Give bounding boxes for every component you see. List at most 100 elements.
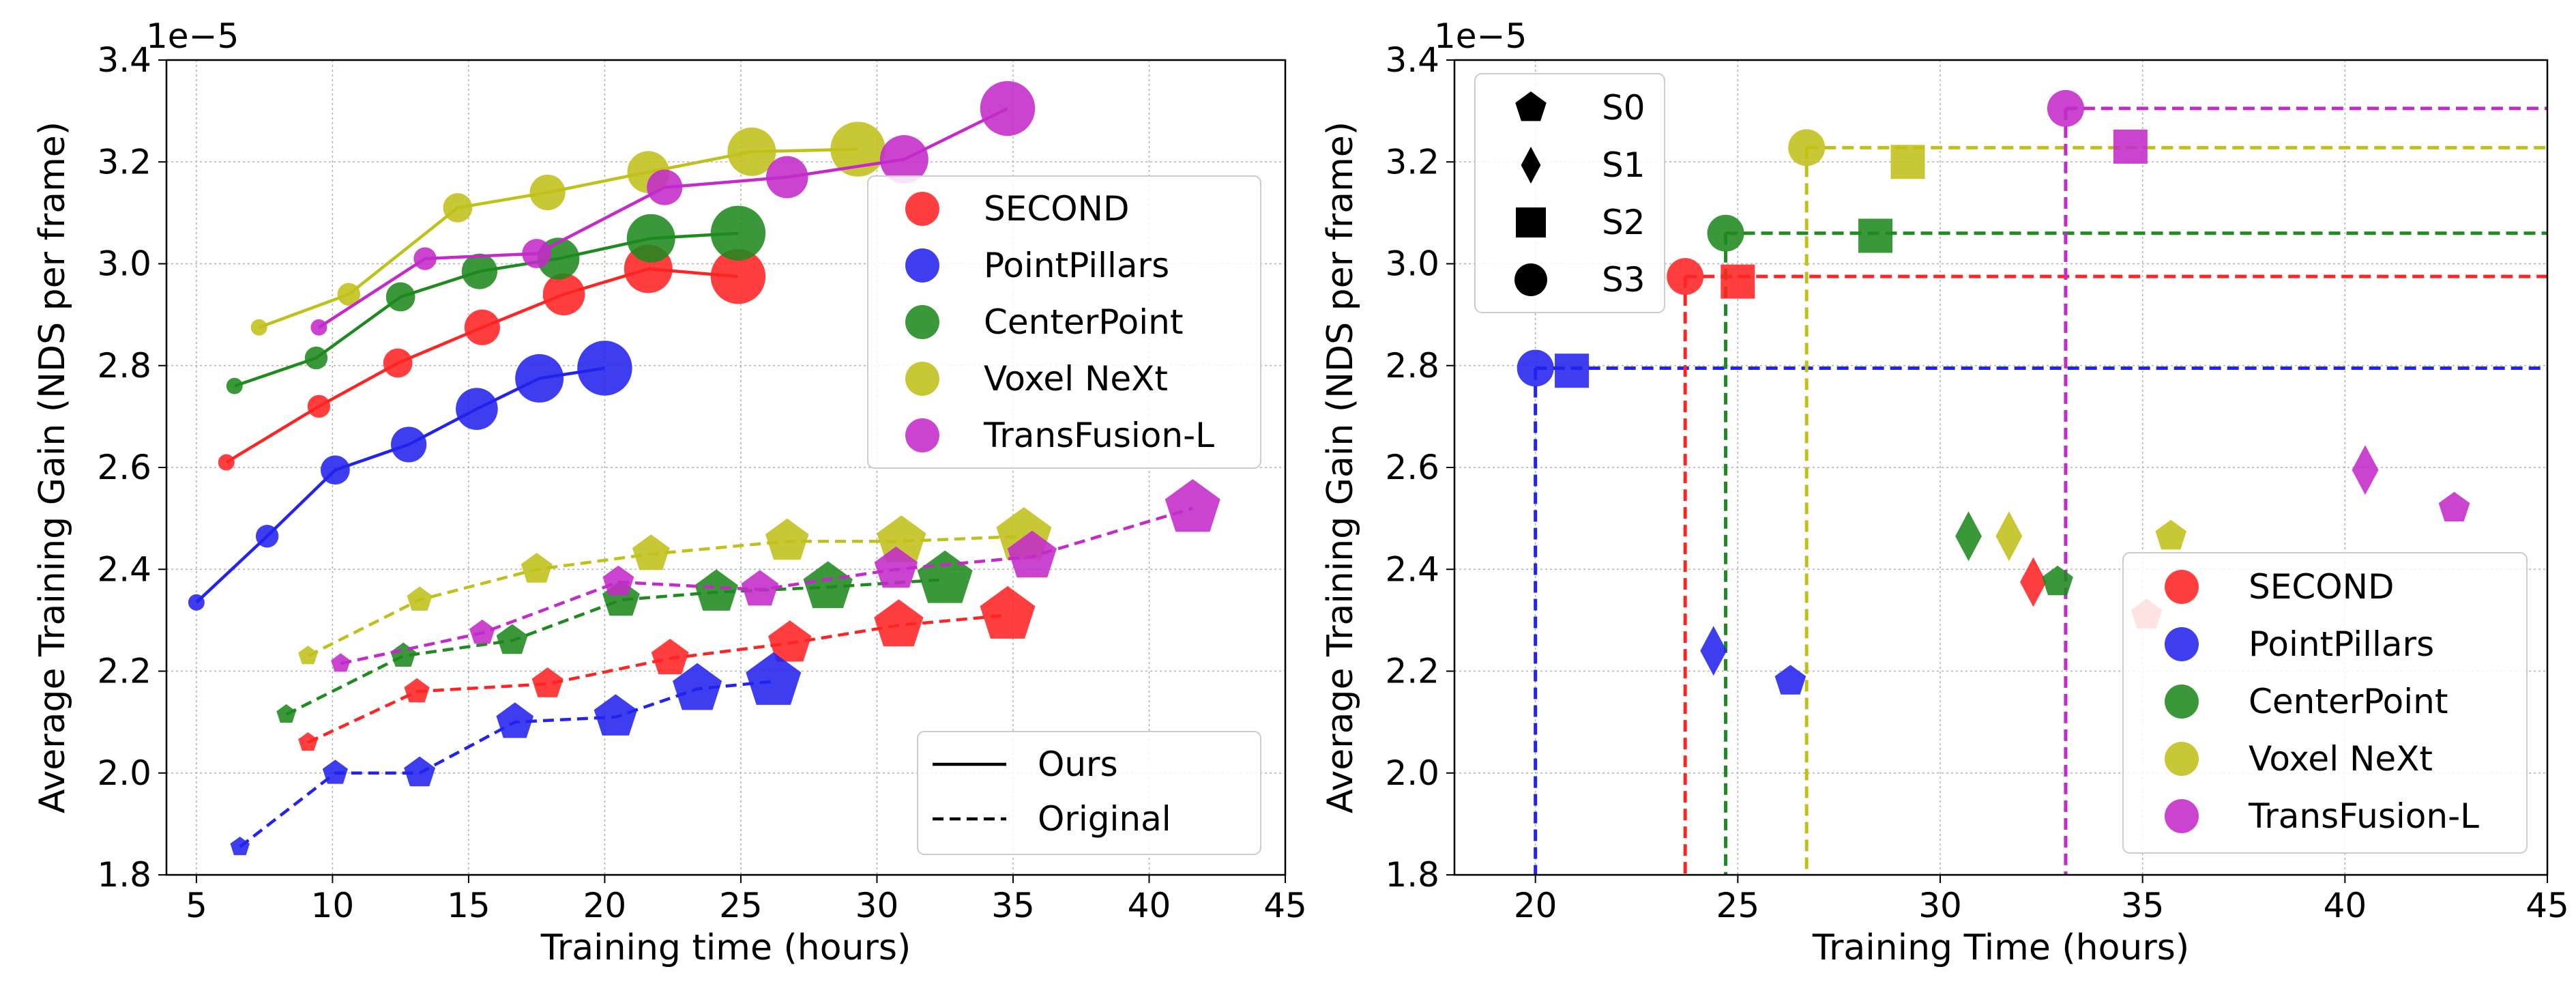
data-point bbox=[647, 169, 683, 205]
plot-frame bbox=[165, 59, 1287, 876]
data-point bbox=[2113, 129, 2148, 164]
data-point bbox=[803, 561, 853, 609]
data-point bbox=[298, 732, 318, 751]
data-point bbox=[1517, 349, 1554, 387]
data-point bbox=[632, 534, 670, 571]
legend-label: S2 bbox=[1602, 203, 1645, 242]
series-ours-centerpoint bbox=[226, 205, 766, 394]
data-point bbox=[320, 455, 350, 485]
data-point bbox=[594, 694, 638, 736]
data-point bbox=[298, 646, 318, 665]
data-point bbox=[276, 704, 296, 723]
x-tick-label: 20 bbox=[1514, 886, 1557, 925]
y-tick-label: 2.4 bbox=[1385, 549, 1439, 589]
data-point bbox=[188, 594, 205, 611]
data-point bbox=[230, 837, 250, 856]
x-tick-label: 30 bbox=[855, 886, 899, 925]
data-point bbox=[879, 135, 928, 184]
data-point bbox=[218, 454, 235, 471]
data-point bbox=[1890, 145, 1925, 179]
data-point bbox=[2047, 89, 2084, 127]
legend-marker bbox=[2165, 627, 2199, 661]
data-point bbox=[521, 553, 553, 583]
series-ours-pointpillars bbox=[188, 341, 632, 611]
y-tick-label: 2.8 bbox=[97, 346, 151, 386]
series-original-pointpillars bbox=[230, 652, 802, 856]
legend-models bbox=[2122, 552, 2528, 854]
legend-marker bbox=[2165, 799, 2199, 833]
data-point bbox=[765, 156, 808, 199]
data-point bbox=[310, 319, 327, 336]
data-point bbox=[1667, 258, 1704, 295]
legend-marker bbox=[1521, 147, 1541, 184]
x-tick-label: 10 bbox=[311, 886, 355, 925]
legend-label: S1 bbox=[1602, 145, 1645, 185]
legend-label: CenterPoint bbox=[2249, 682, 2448, 721]
legend-styles bbox=[917, 731, 1261, 855]
y-tick-label: 2.2 bbox=[1385, 652, 1439, 691]
data-point bbox=[331, 653, 351, 672]
data-point bbox=[768, 620, 812, 662]
data-point bbox=[577, 341, 632, 396]
y-tick-label: 1.8 bbox=[1385, 855, 1439, 895]
data-point bbox=[307, 394, 331, 418]
data-point bbox=[1721, 264, 1755, 299]
series-ours-transfusion-l bbox=[310, 81, 1036, 336]
data-point bbox=[710, 205, 766, 261]
y-tick-label: 2.2 bbox=[97, 652, 151, 691]
data-point bbox=[626, 214, 675, 263]
data-point bbox=[304, 346, 328, 370]
y-tick-label: 2.0 bbox=[1385, 753, 1439, 793]
data-point bbox=[1858, 218, 1893, 253]
legend-label: Ours bbox=[1038, 745, 1118, 784]
data-point bbox=[2352, 445, 2379, 495]
legend-label: SECOND bbox=[984, 189, 1130, 229]
data-point bbox=[407, 586, 433, 611]
legend-marker bbox=[1515, 91, 1547, 121]
data-point bbox=[496, 702, 534, 738]
legend-label: PointPillars bbox=[984, 246, 1169, 285]
legend-marker bbox=[905, 305, 939, 339]
x-axis-label: Training Time (hours) bbox=[1812, 927, 2189, 968]
data-point bbox=[651, 639, 689, 675]
data-point bbox=[2020, 557, 2047, 607]
legend-label: PointPillars bbox=[2249, 624, 2434, 664]
data-point bbox=[385, 282, 415, 312]
y-tick-label: 1.8 bbox=[97, 855, 151, 895]
data-point bbox=[1995, 511, 2023, 562]
data-point bbox=[917, 550, 973, 603]
chart-panel-2: 20 25 30 35 40 45 1.8 2.0 2.2 2.4 2.6 2.8 3.0 3.2 3.41… bbox=[1320, 16, 2569, 968]
data-point bbox=[404, 756, 436, 787]
x-tick-label: 40 bbox=[1128, 886, 1171, 925]
legend-label: SECOND bbox=[2249, 567, 2395, 607]
reference-lines-second bbox=[1683, 274, 2547, 875]
x-tick-label: 35 bbox=[991, 886, 1035, 925]
x-tick-label: 15 bbox=[447, 886, 491, 925]
data-point bbox=[390, 642, 416, 667]
data-point bbox=[522, 239, 552, 268]
data-point bbox=[226, 377, 243, 394]
legend-label: Voxel NeXt bbox=[984, 359, 1168, 399]
y-tick-label: 3.2 bbox=[97, 142, 151, 182]
data-point bbox=[515, 353, 564, 403]
data-point bbox=[694, 569, 738, 611]
data-point bbox=[1788, 129, 1826, 167]
legend-marker bbox=[2165, 684, 2199, 719]
x-tick-label: 5 bbox=[186, 886, 207, 925]
data-point bbox=[413, 247, 437, 270]
reference-lines-transfusion-l bbox=[2064, 106, 2547, 875]
y-tick-label: 3.0 bbox=[97, 244, 151, 284]
legend-label: S0 bbox=[1602, 88, 1645, 128]
legend-label: CenterPoint bbox=[984, 302, 1183, 342]
x-tick-label: 45 bbox=[1263, 886, 1307, 925]
data-point bbox=[464, 309, 500, 345]
series-original-second bbox=[298, 586, 1036, 751]
x-tick-label: 45 bbox=[2526, 886, 2569, 925]
y-tick-label: 3.0 bbox=[1385, 244, 1439, 284]
data-point bbox=[746, 652, 802, 705]
legend-marker bbox=[2165, 742, 2199, 776]
x-tick-label: 35 bbox=[2121, 886, 2165, 925]
chart-panel-1: 5 10 15 20 25 30 35 40 45 1.8 2.0 2.2 2.4 2.6 2.8 3.0 3.… bbox=[32, 16, 1307, 968]
data-point bbox=[542, 273, 585, 316]
data-point bbox=[2042, 565, 2073, 596]
